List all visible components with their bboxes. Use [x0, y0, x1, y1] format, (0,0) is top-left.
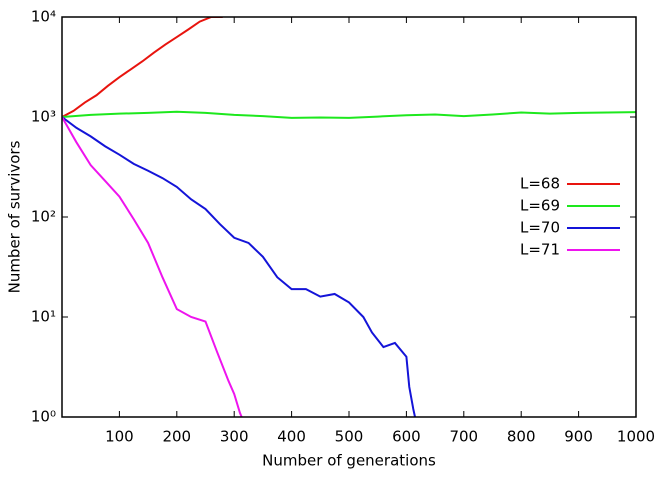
- series-line: [62, 116, 243, 417]
- legend-label: L=70: [520, 219, 560, 237]
- x-tick-label: 500: [335, 428, 364, 446]
- x-axis-label: Number of generations: [262, 452, 436, 470]
- y-tick-label: 10⁰: [31, 408, 56, 426]
- series-line: [62, 110, 636, 119]
- x-tick-label: 600: [392, 428, 421, 446]
- y-axis-label: Number of survivors: [6, 140, 24, 293]
- legend-label: L=71: [520, 241, 560, 259]
- plot-frame: [61, 16, 637, 418]
- x-tick-label: 700: [449, 428, 478, 446]
- x-tick-label: 100: [105, 428, 134, 446]
- series-line: [62, 17, 223, 118]
- y-tick-label: 10¹: [31, 308, 56, 326]
- x-tick-label: 800: [507, 428, 536, 446]
- x-tick-label: 1000: [617, 428, 655, 446]
- legend-label: L=69: [520, 197, 560, 215]
- series-line: [62, 116, 416, 417]
- y-tick-label: 10⁴: [31, 8, 56, 26]
- x-tick-label: 200: [162, 428, 191, 446]
- legend-label: L=68: [520, 175, 560, 193]
- x-tick-label: 300: [220, 428, 249, 446]
- x-tick-label: 900: [564, 428, 593, 446]
- x-tick-label: 400: [277, 428, 306, 446]
- y-tick-label: 10²: [31, 208, 56, 226]
- y-tick-label: 10³: [31, 108, 56, 126]
